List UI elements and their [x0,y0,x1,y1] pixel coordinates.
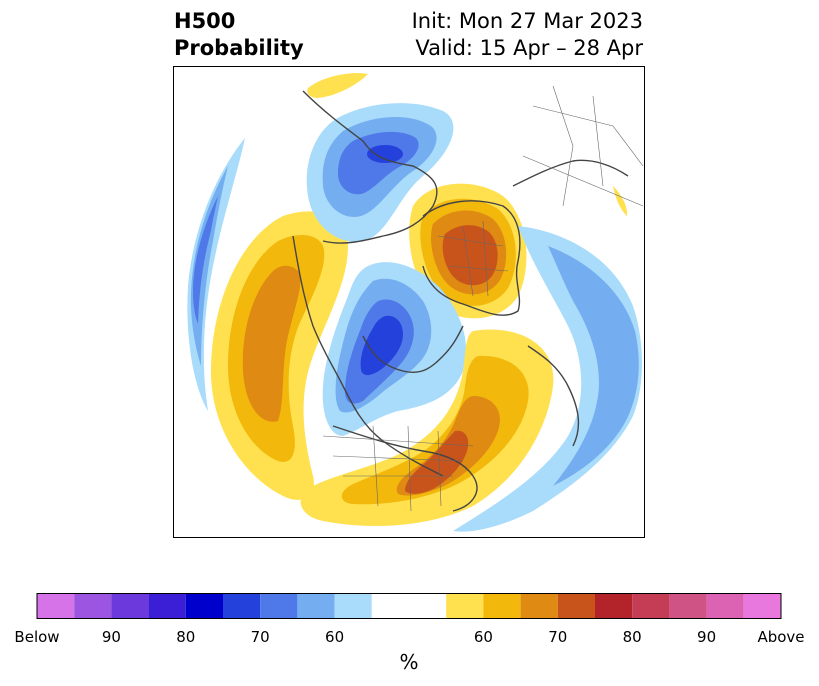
below-anomaly-canada [322,262,467,436]
colorbar-swatch [706,593,744,619]
above-anomaly-east-patch [613,186,628,216]
below-anomaly-west [187,138,245,411]
below-anomaly-east [453,226,642,532]
valid-period: Valid: 15 Apr – 28 Apr [415,36,643,60]
political-borders [322,85,644,512]
map-title: H500 Probability [174,8,304,62]
map-dates: Init: Mon 27 Mar 2023 Valid: 15 Apr – 28… [412,8,643,62]
colorbar-tick-label: 90 [101,628,121,646]
above-anomaly-europe [409,183,527,319]
below-anomaly-siberia [306,103,454,242]
colorbar-tick-label: 80 [622,628,642,646]
colorbar [36,593,782,619]
colorbar-swatch [334,593,372,619]
colorbar-unit-label: % [399,650,419,674]
colorbar-border [36,593,782,619]
colorbar-tick-label: 80 [176,628,196,646]
coastlines [292,90,629,512]
title-product: Probability [174,36,304,60]
colorbar-swatch [446,593,484,619]
colorbar-swatch [371,593,447,619]
colorbar-swatch [111,593,149,619]
colorbar-swatch [557,593,595,619]
above-anomaly-pacific [210,211,348,500]
colorbar-swatch [595,593,633,619]
colorbar-tick-label: 60 [325,628,345,646]
above-anomaly-north-america [300,329,554,526]
colorbar-swatch [223,593,261,619]
colorbar-tick-label: Below [14,628,60,646]
title-variable: H500 [174,9,236,33]
colorbar-swatch [37,593,75,619]
colorbar-swatch [520,593,558,619]
colorbar-swatch [297,593,335,619]
colorbar-tick-label: 70 [548,628,568,646]
colorbar-swatch [260,593,298,619]
colorbar-swatch [632,593,670,619]
colorbar-swatch [148,593,186,619]
colorbar-tick-label: Above [757,628,805,646]
above-anomaly-arctic-patch [307,73,368,98]
colorbar-tick-label: 60 [473,628,493,646]
colorbar-tick-label: 70 [250,628,270,646]
colorbar-swatch [743,593,781,619]
colorbar-swatch [483,593,521,619]
probability-map [173,66,645,538]
init-date: Init: Mon 27 Mar 2023 [411,9,643,33]
colorbar-swatch [669,593,707,619]
colorbar-swatch [185,593,223,619]
colorbar-swatch [74,593,112,619]
colorbar-tick-label: 90 [697,628,717,646]
